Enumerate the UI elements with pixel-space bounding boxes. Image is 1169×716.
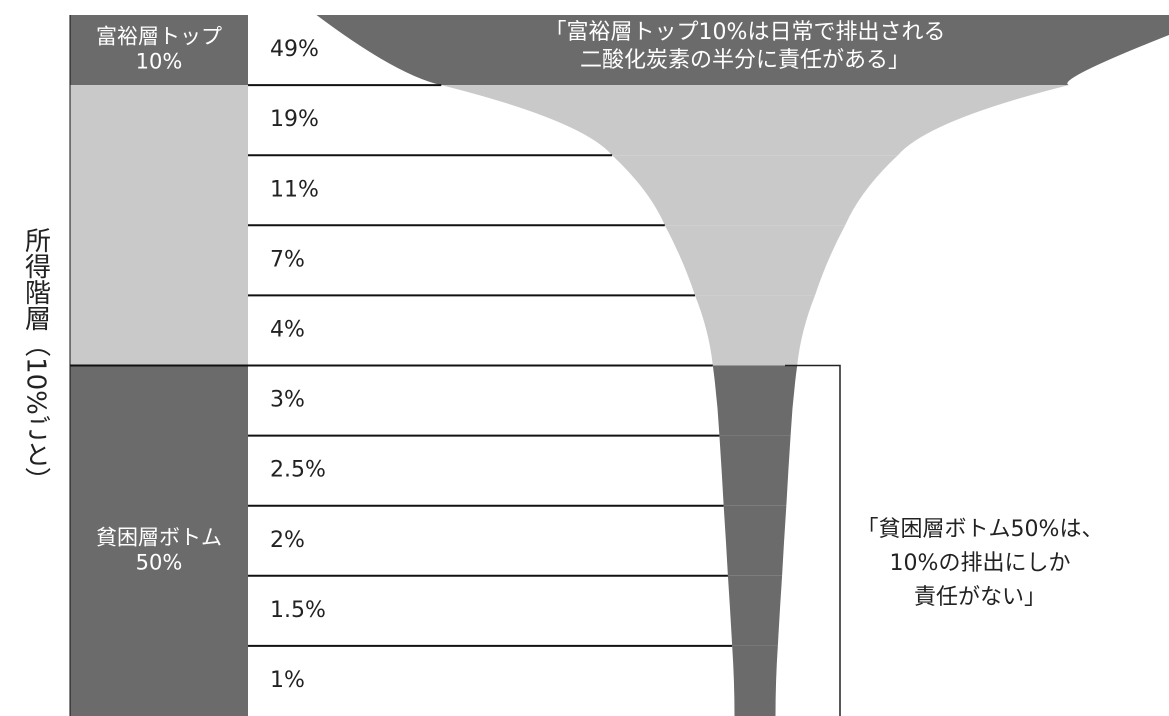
value-label: 1.5%	[270, 598, 326, 623]
bracket	[785, 364, 841, 716]
funnel-segment	[719, 435, 791, 506]
funnel-segment	[694, 295, 816, 366]
group-label: 50%	[136, 550, 183, 574]
annotation: 10%の排出にしか	[890, 551, 1071, 576]
value-label: 4%	[270, 317, 305, 342]
funnel-segment	[727, 575, 783, 646]
funnel-segment	[664, 225, 846, 296]
group-label: 貧困層ボトム	[96, 525, 222, 549]
annotation: 責任がない」	[914, 585, 1046, 610]
funnel-segment	[712, 365, 798, 436]
funnel-segment	[441, 85, 1069, 156]
annotation: 「富裕層トップ10%は日常で排出される	[545, 20, 946, 45]
group-label: 10%	[136, 50, 183, 74]
value-label: 3%	[270, 388, 305, 413]
value-label: 7%	[270, 247, 305, 272]
annotation: 二酸化炭素の半分に責任がある」	[580, 48, 910, 73]
funnel-segment	[612, 155, 898, 226]
group-cell	[70, 15, 248, 86]
group-label: 富裕層トップ	[96, 25, 222, 49]
value-label: 11%	[270, 177, 319, 202]
y-axis-label: 所得階層（10%ごと）	[21, 227, 51, 493]
value-label: 49%	[270, 37, 319, 62]
value-label: 2%	[270, 528, 305, 553]
group-cell	[70, 365, 248, 716]
value-label: 1%	[270, 668, 305, 693]
value-label: 19%	[270, 107, 319, 132]
funnel-segment	[732, 645, 778, 716]
annotation: 「貧困層ボトム50%は、	[857, 517, 1104, 542]
value-label: 2.5%	[270, 458, 326, 483]
funnel-segment	[723, 505, 787, 576]
funnel-segment	[316, 15, 1169, 86]
group-cell	[70, 85, 248, 366]
